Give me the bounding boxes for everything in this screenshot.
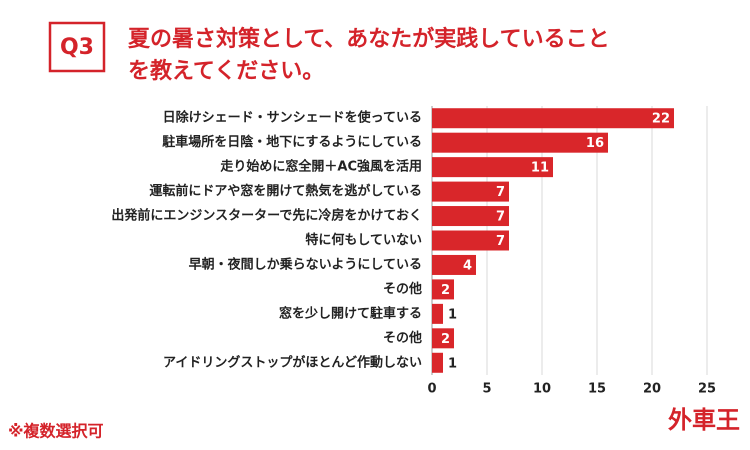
y-tick-label: 早朝・夜間しか乗らないようにしている	[189, 256, 422, 272]
y-tick-label: 駐車場所を日陰・地下にするようにしている	[162, 134, 422, 150]
y-tick-label: その他	[383, 281, 422, 297]
value-label: 7	[496, 185, 505, 200]
y-tick-label: アイドリングストップがほとんど作動しない	[163, 354, 422, 370]
y-tick-label: 特に何もしていない	[305, 232, 422, 248]
bar	[432, 303, 443, 324]
bar	[432, 108, 674, 129]
value-label: 2	[441, 332, 450, 347]
x-tick-label: 20	[643, 382, 661, 397]
value-label: 7	[496, 210, 505, 225]
x-tick-label: 15	[588, 382, 606, 397]
bar	[432, 254, 476, 275]
bar	[432, 181, 509, 202]
value-label: 11	[531, 161, 549, 176]
value-label: 16	[586, 136, 604, 151]
x-tick-label: 25	[698, 382, 716, 397]
y-tick-label: 走り始めに窓全開＋AC強風を活用	[220, 159, 422, 175]
value-label: 4	[463, 258, 472, 273]
x-tick-label: 10	[533, 382, 551, 397]
x-tick-label: 0	[427, 382, 436, 397]
note: ※複数選択可	[8, 422, 104, 441]
bar	[432, 157, 553, 178]
value-label: 7	[496, 234, 505, 249]
y-tick-label: 窓を少し開けて駐車する	[279, 305, 422, 321]
bar	[432, 352, 443, 373]
value-label: 2	[441, 283, 450, 298]
bar	[432, 206, 509, 227]
y-tick-label: 日除けシェード・サンシェードを使っている	[163, 110, 422, 126]
bar	[432, 132, 608, 153]
value-label: 1	[448, 356, 457, 371]
bar	[432, 328, 454, 349]
brand-logo: 外車王	[668, 406, 740, 434]
y-tick-label: 運転前にドアや窓を開けて熱気を逃がしている	[149, 183, 422, 199]
bar	[432, 230, 509, 251]
x-tick-label: 5	[482, 382, 491, 397]
value-label: 22	[652, 112, 670, 127]
badge: Q3	[60, 35, 94, 60]
value-label: 1	[448, 307, 457, 322]
bar	[432, 279, 454, 300]
title-line: を教えてください。	[128, 58, 324, 84]
badge-box	[48, 21, 106, 73]
y-tick-label: 出発前にエンジンスターターで先に冷房をかけておく	[111, 208, 422, 224]
title-line: 夏の暑さ対策として、あなたが実践していること	[128, 26, 610, 52]
y-tick-label: その他	[383, 330, 422, 346]
